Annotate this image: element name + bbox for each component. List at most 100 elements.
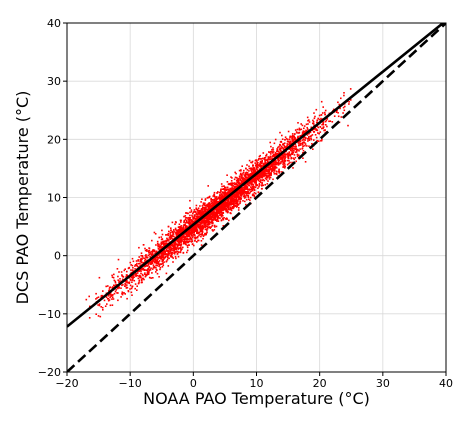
- data-point: [240, 189, 242, 191]
- data-point: [202, 220, 205, 222]
- data-point: [262, 184, 264, 187]
- data-point: [350, 99, 352, 101]
- data-point: [261, 183, 263, 185]
- data-point: [223, 192, 225, 194]
- data-point: [243, 194, 245, 197]
- data-point: [189, 214, 191, 217]
- data-point: [283, 152, 285, 154]
- data-point: [173, 251, 176, 254]
- data-point: [332, 108, 335, 111]
- data-point: [235, 186, 237, 188]
- data-point: [168, 239, 170, 241]
- data-point: [309, 131, 312, 134]
- data-point: [146, 271, 149, 273]
- data-point: [131, 294, 133, 296]
- data-point: [231, 183, 233, 185]
- data-point: [238, 207, 240, 209]
- data-point: [204, 210, 206, 212]
- data-point: [201, 223, 203, 225]
- data-point: [189, 237, 192, 240]
- data-point: [217, 220, 220, 222]
- data-point: [281, 138, 284, 140]
- data-point: [125, 274, 128, 276]
- x-tick-label-5: 30: [376, 377, 390, 390]
- data-point: [163, 261, 165, 263]
- data-point: [300, 144, 302, 146]
- data-point: [313, 128, 315, 130]
- data-point: [323, 111, 326, 114]
- data-point: [291, 149, 294, 151]
- data-point: [207, 206, 210, 208]
- data-point: [204, 228, 207, 231]
- data-point: [321, 138, 323, 141]
- data-point: [294, 143, 297, 146]
- data-point: [220, 190, 222, 193]
- data-point: [312, 148, 314, 150]
- data-point: [274, 159, 277, 162]
- data-point: [230, 197, 233, 199]
- data-point: [156, 240, 159, 243]
- data-point: [249, 180, 252, 183]
- data-point: [270, 151, 272, 153]
- data-point: [154, 233, 157, 235]
- data-point: [231, 194, 234, 197]
- data-point: [196, 208, 199, 211]
- data-point: [245, 198, 248, 201]
- data-point: [180, 249, 182, 252]
- data-point: [222, 188, 224, 190]
- data-point: [162, 242, 165, 244]
- data-point: [265, 172, 268, 175]
- data-point: [161, 242, 163, 245]
- data-point: [188, 222, 190, 224]
- data-point: [286, 138, 289, 141]
- data-point: [225, 189, 227, 191]
- data-point: [275, 163, 278, 166]
- data-point: [131, 257, 134, 260]
- data-point: [248, 184, 251, 187]
- data-point: [222, 203, 225, 206]
- data-point: [171, 238, 174, 240]
- data-point: [231, 202, 233, 205]
- data-point: [290, 157, 292, 160]
- data-point: [310, 126, 313, 129]
- x-axis-label: NOAA PAO Temperature (°C): [143, 389, 370, 408]
- data-point: [187, 218, 190, 221]
- data-point: [265, 159, 268, 161]
- data-point: [189, 221, 191, 223]
- data-point: [239, 189, 241, 192]
- data-point: [200, 233, 203, 236]
- data-point: [261, 176, 263, 179]
- data-point: [286, 145, 288, 147]
- data-point: [202, 202, 205, 204]
- data-point: [259, 162, 261, 165]
- data-point: [188, 216, 190, 219]
- data-point: [170, 248, 173, 250]
- data-point: [271, 152, 274, 154]
- data-point: [277, 150, 279, 153]
- data-point: [171, 249, 173, 251]
- data-point: [113, 279, 116, 282]
- data-point: [260, 158, 263, 160]
- data-point: [196, 231, 199, 234]
- data-point: [304, 144, 306, 147]
- data-point: [222, 191, 224, 193]
- data-point: [249, 191, 252, 193]
- data-point: [297, 122, 299, 124]
- data-point: [288, 144, 291, 146]
- data-point: [337, 115, 340, 118]
- data-point: [280, 141, 283, 143]
- data-point: [123, 269, 126, 272]
- data-point: [154, 261, 156, 263]
- data-point: [260, 162, 263, 165]
- data-point: [184, 227, 187, 230]
- data-point: [232, 185, 234, 187]
- data-point: [253, 172, 256, 175]
- data-point: [273, 171, 275, 173]
- data-point: [314, 134, 317, 136]
- data-point: [140, 272, 142, 275]
- data-point: [195, 204, 198, 207]
- data-point: [215, 196, 218, 199]
- data-point: [312, 121, 315, 123]
- data-point: [213, 229, 216, 231]
- data-point: [284, 136, 287, 138]
